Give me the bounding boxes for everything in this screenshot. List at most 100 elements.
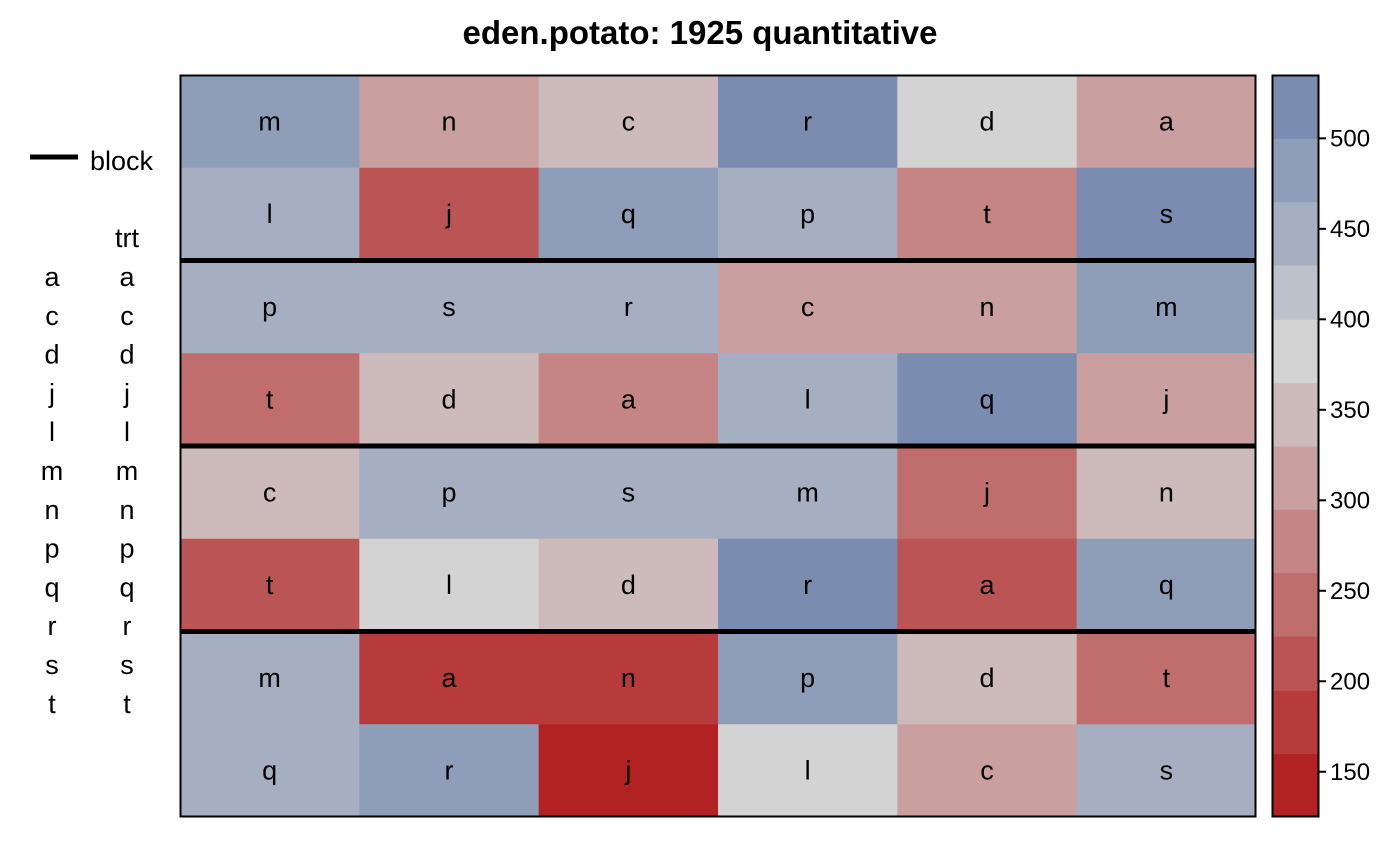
key-treatment-label: c <box>120 301 134 331</box>
heatmap-cell <box>897 446 1078 540</box>
heatmap-cell <box>897 167 1078 261</box>
cell-label: s <box>1160 199 1174 229</box>
heatmap-cell <box>180 260 360 354</box>
heatmap-cell <box>538 631 719 725</box>
key-treatment-label: c <box>45 301 59 331</box>
key-treatment-label: m <box>41 456 64 486</box>
colorbar-bin <box>1272 690 1318 755</box>
heatmap-cell <box>718 353 898 447</box>
heatmap-cell <box>718 724 898 818</box>
cell-label: m <box>1155 292 1178 322</box>
key-treatment-label: r <box>123 611 132 641</box>
key-treatment-label: d <box>119 340 134 370</box>
colorbar-border <box>1271 74 1320 818</box>
trt-legend-header: trt <box>115 223 139 253</box>
block-separators <box>180 258 1256 634</box>
cell-label: r <box>445 756 454 786</box>
key-treatment-label: s <box>45 650 59 680</box>
cell-label: d <box>979 663 994 693</box>
cell-label: m <box>258 106 281 136</box>
heatmap-cell <box>359 538 540 632</box>
cell-label: l <box>267 199 273 229</box>
cell-label: j <box>445 199 452 229</box>
cell-label: p <box>262 292 277 322</box>
plot-border <box>179 74 1257 818</box>
key-treatment-label: p <box>44 534 59 564</box>
cell-label: s <box>622 477 636 507</box>
cell-label: t <box>266 570 274 600</box>
cell-label: q <box>1159 570 1174 600</box>
colorbar-bin <box>1272 201 1318 266</box>
cell-label: n <box>979 292 994 322</box>
colorbar-bin <box>1272 319 1318 384</box>
heatmap-cells: m n c r d a l j q p t s p s r c n m t d a l q j c p s m j n t l d r a q m a n p… <box>180 75 1257 818</box>
colorbar-bin <box>1272 382 1318 447</box>
cell-label: j <box>1162 385 1169 415</box>
key-treatment-label: d <box>44 340 59 370</box>
cell-label: q <box>979 385 994 415</box>
cell-label: m <box>796 477 819 507</box>
cell-label: r <box>624 292 633 322</box>
heatmap-cell <box>718 75 898 169</box>
key-treatment-label: t <box>123 689 131 719</box>
cell-label: a <box>979 570 995 600</box>
heatmap-cell <box>538 167 719 261</box>
cell-label: p <box>800 199 815 229</box>
colorbar-tick-label: 300 <box>1330 487 1370 514</box>
cell-label: d <box>621 570 636 600</box>
cell-label: s <box>1160 756 1174 786</box>
heatmap-cell <box>718 446 898 540</box>
cell-label: t <box>983 199 991 229</box>
cell-label: n <box>621 663 636 693</box>
colorbar-tick-label: 200 <box>1330 668 1370 695</box>
heatmap-cell <box>359 724 540 818</box>
cell-label: c <box>801 292 815 322</box>
key-treatment-label: n <box>119 495 134 525</box>
chart-title: eden.potato: 1925 quantitative <box>463 14 938 51</box>
cell-label: a <box>441 663 457 693</box>
colorbar-bin <box>1272 265 1318 320</box>
cell-label: j <box>983 477 990 507</box>
heatmap-cell <box>1076 538 1257 632</box>
heatmap-cell <box>180 353 360 447</box>
colorbar-tick-label: 150 <box>1330 759 1370 786</box>
cell-label: a <box>621 385 637 415</box>
key-treatment-label: m <box>116 456 139 486</box>
heatmap-cell <box>180 631 360 725</box>
heatmap-cell <box>180 167 360 261</box>
heatmap-cell <box>180 75 360 169</box>
cell-label: c <box>622 106 636 136</box>
heatmap-cell <box>1076 631 1257 725</box>
cell-label: t <box>266 385 274 415</box>
heatmap-cell <box>538 446 719 540</box>
colorbar-tick-label: 450 <box>1330 216 1370 243</box>
heatmap-cell <box>897 724 1078 818</box>
heatmap-cell <box>180 538 360 632</box>
key-treatment-label: l <box>49 417 55 447</box>
cell-label: c <box>980 756 994 786</box>
heatmap-cell <box>180 724 360 818</box>
key-treatment-label: t <box>48 689 56 719</box>
colorbar-bin <box>1272 75 1318 139</box>
key-treatment-label: r <box>48 611 57 641</box>
colorbar-bin <box>1272 636 1318 691</box>
cell-label: q <box>621 199 636 229</box>
heatmap-cell <box>897 75 1078 169</box>
cell-label: l <box>805 756 811 786</box>
heatmap-cell <box>718 167 898 261</box>
heatmap-cell <box>718 538 898 632</box>
heatmap-cell <box>897 260 1078 354</box>
colorbar-tick-label: 250 <box>1330 578 1370 605</box>
heatmap-cell <box>538 724 719 818</box>
heatmap-cell <box>718 631 898 725</box>
colorbar-tick-label: 350 <box>1330 397 1370 424</box>
key-treatment-label: n <box>44 495 59 525</box>
colorbar: 150 200 250 300 350 400 450 500 <box>1271 74 1370 818</box>
key-treatment-label: s <box>120 650 134 680</box>
heatmap-cell <box>897 631 1078 725</box>
cell-label: n <box>441 106 456 136</box>
cell-label: r <box>803 570 812 600</box>
